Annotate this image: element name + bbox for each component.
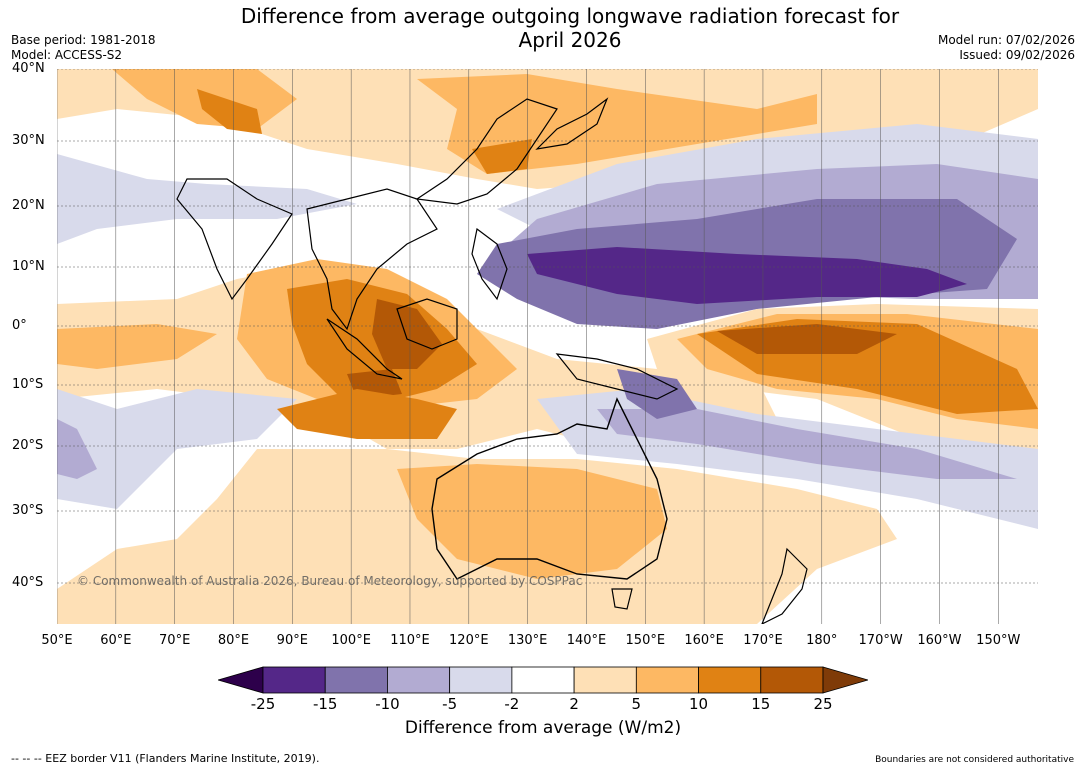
anomaly-region-himalaya-core: [197, 89, 262, 134]
longitude-label: 120°E: [449, 633, 489, 648]
model-run: Model run: 07/02/2026: [937, 33, 1075, 47]
colorbar-segments: [218, 666, 868, 694]
anomaly-region-south-pacific-mid-lilac: [597, 409, 1017, 479]
coastline-borneo: [396, 298, 458, 350]
title-line-2: April 2026: [518, 28, 622, 52]
colorbar-segment: [760, 666, 824, 694]
longitude-label: 110°E: [390, 633, 430, 648]
latitude-label: 40°S: [12, 575, 44, 590]
colorbar-extend-min: [218, 666, 264, 694]
colorbar-segment: [573, 666, 637, 694]
latitude-label: 40°N: [12, 61, 45, 76]
latitude-label: 30°S: [12, 503, 44, 518]
colorbar-tick-label: 15: [751, 695, 771, 713]
longitude-label: 90°E: [276, 633, 308, 648]
colorbar-segment: [262, 666, 326, 694]
colorbar-segment: [635, 666, 699, 694]
base-period: Base period: 1981-2018: [11, 33, 156, 47]
boundary-disclaimer: Boundaries are not considered authoritat…: [875, 755, 1074, 765]
coastline-australia: [431, 397, 668, 580]
anomaly-region-south-pacific-purple: [617, 369, 697, 419]
colorbar-segment: [511, 666, 575, 694]
colorbar-tick-label: -15: [312, 695, 338, 713]
longitude-label: 150°W: [976, 633, 1021, 648]
anomaly-region-south-indian-mid: [57, 419, 97, 479]
eez-border-note: -- -- -- EEZ border V11 (Flanders Marine…: [11, 752, 320, 765]
anomaly-region-south-indian-lilac: [57, 389, 297, 509]
meta-left: Base period: 1981-2018 Model: ACCESS-S2: [11, 33, 156, 63]
coastline-china: [415, 98, 558, 205]
longitude-label: 170°W: [858, 633, 903, 648]
coastline-philippines: [471, 227, 508, 301]
anomaly-region-china-core: [472, 139, 532, 174]
longitude-label: 150°E: [625, 633, 666, 648]
anomaly-region-indian-ocean-mid: [57, 324, 217, 369]
longitude-label: 180°: [806, 633, 838, 648]
graticule: [57, 69, 1038, 624]
longitude-label: 60°E: [100, 633, 132, 648]
anomaly-region-australia-mid: [397, 464, 667, 579]
coastline-tasmania: [611, 588, 633, 610]
colorbar-tick-label: -2: [504, 695, 520, 713]
longitude-label: 80°E: [217, 633, 250, 648]
longitude-label: 160°W: [917, 633, 962, 648]
latitude-label: 10°S: [12, 377, 44, 392]
colorbar: [218, 666, 868, 694]
colorbar-tick-label: -5: [442, 695, 458, 713]
anomaly-region-south-pacific-core: [717, 324, 897, 354]
longitude-label: 130°E: [507, 633, 548, 648]
meta-right: Model run: 07/02/2026 Issued: 09/02/2026: [938, 33, 1075, 63]
colorbar-tick-label: 10: [689, 695, 709, 713]
issued-date: Issued: 09/02/2026: [959, 48, 1075, 62]
colorbar-segment: [324, 666, 388, 694]
colorbar-segment: [698, 666, 762, 694]
coastline-sumatra: [326, 318, 403, 380]
anomaly-region-arabia-lilac: [57, 154, 357, 244]
anomaly-region-australia-strong: [277, 389, 457, 439]
copyright-notice: © Commonwealth of Australia 2026, Bureau…: [77, 574, 583, 588]
latitude-label: 20°S: [12, 438, 44, 453]
colorbar-segment: [449, 666, 513, 694]
longitude-label: 70°E: [159, 633, 191, 648]
colorbar-extend-max: [822, 666, 868, 694]
map-canvas: [57, 69, 1038, 624]
longitude-label: 170°E: [743, 633, 783, 648]
colorbar-tick-label: 5: [631, 695, 642, 713]
coastline-india: [176, 178, 293, 301]
longitude-label: 140°E: [566, 633, 607, 648]
colorbar-tick-label: 2: [569, 695, 579, 713]
colorbar-label: Difference from average (W/m2): [404, 718, 682, 738]
forecast-map: [57, 69, 1038, 624]
coastline-japan: [535, 97, 609, 150]
latitude-label: 0°: [12, 318, 27, 333]
coastline-new-zealand: [761, 547, 808, 624]
longitude-label: 160°E: [684, 633, 724, 648]
longitude-label: 100°E: [331, 633, 371, 648]
latitude-label: 20°N: [12, 198, 45, 213]
title-line-1: Difference from average outgoing longwav…: [240, 4, 900, 28]
latitude-label: 30°N: [12, 133, 45, 148]
colorbar-tick-label: 25: [813, 695, 833, 713]
coastline-southeast-asia: [306, 188, 438, 331]
latitude-label: 10°N: [12, 259, 45, 274]
model-name: Model: ACCESS-S2: [11, 48, 123, 62]
longitude-label: 50°E: [41, 633, 73, 648]
colorbar-tick-label: -10: [375, 695, 400, 713]
coastline-new-guinea: [555, 353, 679, 400]
colorbar-tick-label: -25: [250, 695, 276, 713]
colorbar-segment: [387, 666, 451, 694]
anomaly-region-maritime-core: [372, 299, 442, 369]
anomaly-region-north-pacific-core: [527, 247, 967, 304]
map-title: Difference from average outgoing longwav…: [200, 4, 940, 52]
